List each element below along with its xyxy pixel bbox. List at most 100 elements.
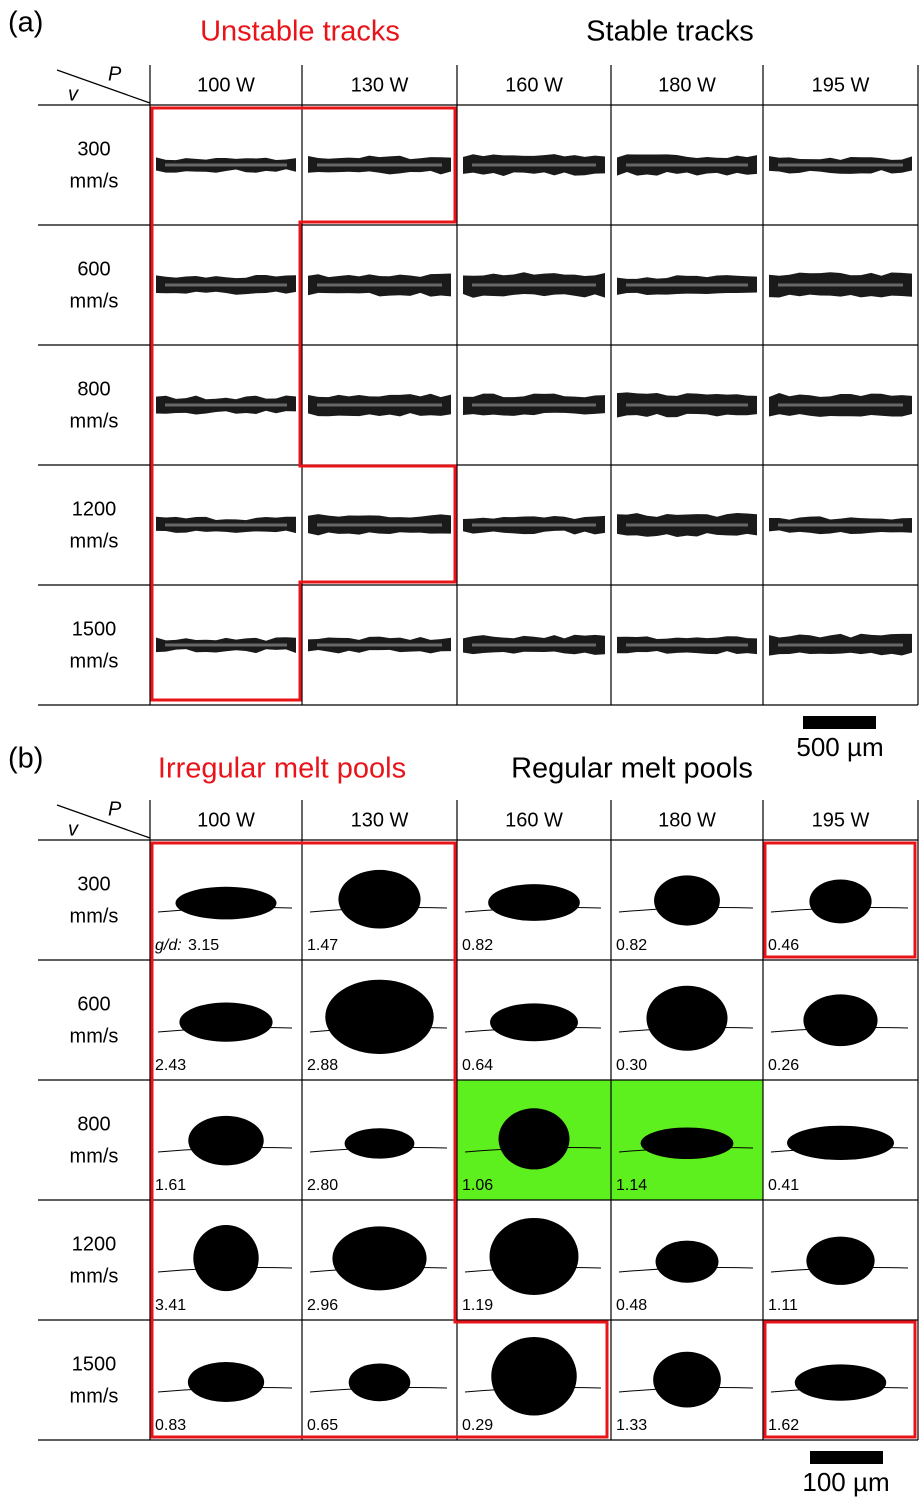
row-header: 800 [77, 378, 110, 400]
melt-pool [654, 875, 720, 926]
melt-pool [187, 1361, 265, 1403]
melt-pool [655, 1240, 719, 1283]
melt-pool [491, 1336, 577, 1416]
unstable-heading: Unstable tracks [200, 16, 400, 48]
irregular-outline [150, 841, 609, 1439]
melt-pool [193, 1224, 259, 1292]
melt-pool [490, 1003, 578, 1042]
gd-value: 0.30 [616, 1057, 647, 1074]
column-header: 160 W [505, 809, 563, 831]
row-header: mm/s [70, 290, 119, 312]
corner-v: v [68, 83, 79, 105]
row-header: 600 [77, 258, 110, 280]
gd-value: 0.83 [155, 1417, 186, 1434]
gd-value: 2.88 [307, 1057, 338, 1074]
column-header: 130 W [351, 74, 409, 96]
row-header: 800 [77, 1113, 110, 1135]
gd-value: 0.48 [616, 1297, 647, 1314]
melt-pool [489, 1217, 579, 1295]
corner-diagonal [56, 69, 151, 104]
row-header: mm/s [70, 650, 119, 672]
melt-pool [498, 1108, 570, 1170]
melt-pool [786, 1125, 895, 1161]
panel-label: (b) [8, 743, 43, 775]
row-header: mm/s [70, 1385, 119, 1407]
gd-value: 1.61 [155, 1177, 186, 1194]
melt-pool [179, 1002, 273, 1042]
scale-label: 500 µm [796, 732, 883, 762]
row-header: 1500 [72, 1353, 117, 1375]
melt-pool [332, 1226, 427, 1291]
irregular-heading: Irregular melt pools [158, 753, 406, 785]
row-header: 300 [77, 873, 110, 895]
gd-value: 0.46 [768, 937, 799, 954]
melt-pool [806, 1236, 875, 1285]
melt-pool [325, 979, 434, 1055]
panel-label: (a) [8, 7, 43, 39]
gd-value: 1.62 [768, 1417, 799, 1434]
gd-value: 1.47 [307, 937, 338, 954]
column-header: 100 W [197, 809, 255, 831]
row-header: 1200 [72, 498, 117, 520]
gd-value: 2.43 [155, 1057, 186, 1074]
gd-value: 3.41 [155, 1297, 186, 1314]
row-header: 1200 [72, 1233, 117, 1255]
column-header: 180 W [658, 809, 716, 831]
scale-bar [803, 716, 876, 729]
gd-value: 2.80 [307, 1177, 338, 1194]
column-header: 195 W [812, 74, 870, 96]
regular-heading: Regular melt pools [511, 753, 753, 785]
scale-bar [810, 1451, 883, 1464]
row-header: mm/s [70, 410, 119, 432]
gd-value: 2.96 [307, 1297, 338, 1314]
melt-pool [640, 1127, 734, 1160]
gd-value: 0.82 [616, 937, 647, 954]
melt-pool [488, 884, 580, 921]
gd-value: 0.64 [462, 1057, 493, 1074]
column-header: 180 W [658, 74, 716, 96]
gd-value: 0.29 [462, 1417, 493, 1434]
row-header: 300 [77, 138, 110, 160]
column-header: 195 W [812, 809, 870, 831]
melt-pool [344, 1128, 415, 1159]
row-header: 600 [77, 993, 110, 1015]
melt-pool [348, 1363, 411, 1402]
melt-pool [653, 1351, 721, 1408]
irregular-outline [763, 841, 917, 959]
melt-pool [188, 1115, 264, 1166]
row-header: mm/s [70, 1265, 119, 1287]
row-header: mm/s [70, 905, 119, 927]
stable-heading: Stable tracks [586, 16, 754, 48]
gd-value: 1.06 [462, 1177, 493, 1194]
row-header: mm/s [70, 170, 119, 192]
row-header: mm/s [70, 530, 119, 552]
gd-value: 3.15 [188, 937, 219, 954]
row-header: 1500 [72, 618, 117, 640]
melt-pool [175, 886, 277, 920]
melt-pool [794, 1364, 887, 1401]
corner-p: P [108, 63, 122, 85]
melt-pool [338, 869, 421, 929]
row-header: mm/s [70, 1145, 119, 1167]
scale-label: 100 µm [802, 1467, 889, 1497]
gd-value: 0.26 [768, 1057, 799, 1074]
corner-p: P [108, 798, 122, 820]
gd-value: 0.65 [307, 1417, 338, 1434]
gd-value: 1.14 [616, 1177, 647, 1194]
gd-value: 0.82 [462, 937, 493, 954]
melt-pool [803, 994, 878, 1047]
gd-value: 1.11 [768, 1297, 798, 1314]
gd-value: 1.33 [616, 1417, 647, 1434]
column-header: 160 W [505, 74, 563, 96]
irregular-outline [763, 1320, 917, 1439]
row-header: mm/s [70, 1025, 119, 1047]
corner-v: v [68, 818, 79, 840]
gd-value: 0.41 [768, 1177, 799, 1194]
corner-diagonal [56, 804, 151, 839]
column-header: 100 W [197, 74, 255, 96]
gd-value: 1.19 [462, 1297, 493, 1314]
gd-label: g/d: [155, 937, 182, 954]
column-header: 130 W [351, 809, 409, 831]
unstable-outline [150, 106, 457, 702]
